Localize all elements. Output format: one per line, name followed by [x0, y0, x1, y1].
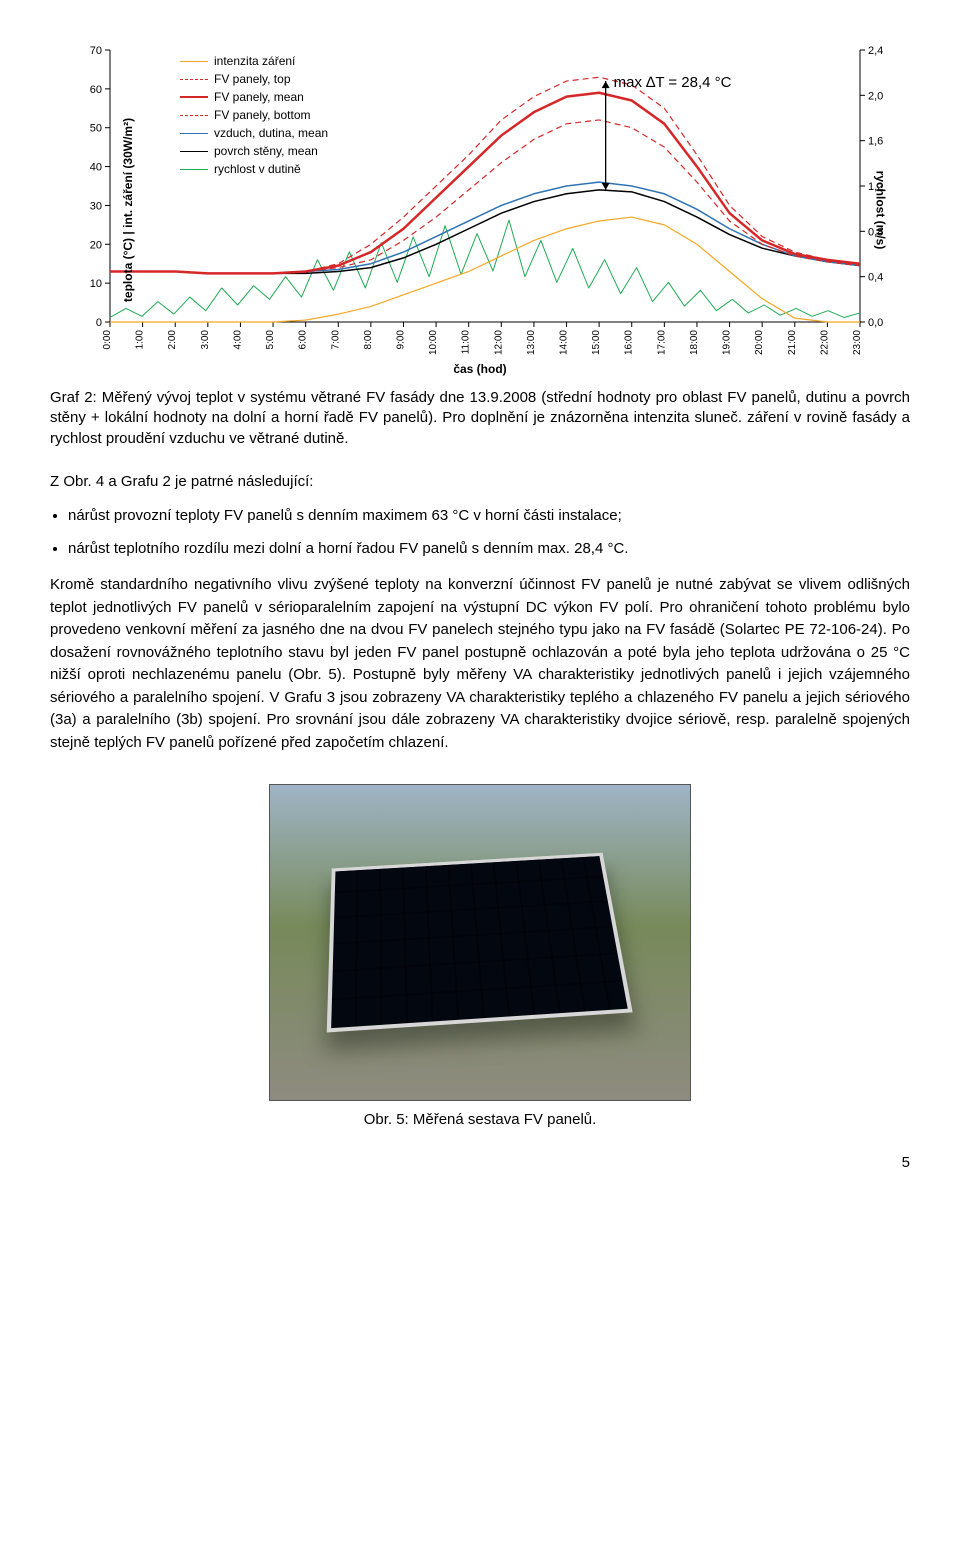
svg-text:9:00: 9:00	[395, 330, 406, 350]
svg-text:0,0: 0,0	[868, 317, 883, 329]
svg-text:70: 70	[90, 45, 102, 57]
svg-text:16:00: 16:00	[624, 330, 635, 355]
legend-label: vzduch, dutina, mean	[214, 124, 328, 142]
solar-panel-icon	[327, 853, 633, 1033]
svg-text:11:00: 11:00	[461, 330, 472, 355]
svg-text:40: 40	[90, 162, 102, 174]
svg-text:0,4: 0,4	[868, 272, 883, 284]
legend-item: vzduch, dutina, mean	[180, 124, 328, 142]
svg-text:10: 10	[90, 278, 102, 290]
legend-swatch	[180, 133, 208, 134]
svg-text:60: 60	[90, 84, 102, 96]
legend-item: FV panely, bottom	[180, 106, 328, 124]
svg-text:2:00: 2:00	[167, 330, 178, 350]
svg-text:22:00: 22:00	[819, 330, 830, 355]
svg-text:14:00: 14:00	[559, 330, 570, 355]
y-axis-left-label: teplota (°C) | int. záření (30W/m²)	[121, 118, 135, 302]
svg-text:23:00: 23:00	[852, 330, 863, 355]
list-item: nárůst teplotního rozdílu mezi dolní a h…	[68, 538, 910, 561]
legend-item: FV panely, mean	[180, 88, 328, 106]
svg-text:17:00: 17:00	[656, 330, 667, 355]
legend-item: povrch stěny, mean	[180, 142, 328, 160]
legend-item: intenzita záření	[180, 52, 328, 70]
svg-text:6:00: 6:00	[298, 330, 309, 350]
legend-item: FV panely, top	[180, 70, 328, 88]
svg-text:20:00: 20:00	[754, 330, 765, 355]
bullet-list: nárůst provozní teploty FV panelů s denn…	[68, 505, 910, 560]
legend-label: rychlost v dutině	[214, 160, 301, 178]
chart-canvas: 0102030405060700,00,40,81,21,62,02,40:00…	[50, 40, 910, 380]
y-axis-right-label: rychlost (m/s)	[874, 171, 888, 250]
legend-item: rychlost v dutině	[180, 160, 328, 178]
svg-text:4:00: 4:00	[232, 330, 243, 350]
svg-text:0: 0	[96, 317, 102, 329]
legend-label: intenzita záření	[214, 52, 295, 70]
figure-5: Obr. 5: Měřená sestava FV panelů.	[50, 784, 910, 1128]
svg-text:12:00: 12:00	[493, 330, 504, 355]
list-item: nárůst provozní teploty FV panelů s denn…	[68, 505, 910, 528]
svg-text:21:00: 21:00	[787, 330, 798, 355]
svg-text:13:00: 13:00	[526, 330, 537, 355]
svg-text:30: 30	[90, 200, 102, 212]
svg-text:10:00: 10:00	[428, 330, 439, 355]
legend-swatch	[180, 61, 208, 62]
figure-5-caption: Obr. 5: Měřená sestava FV panelů.	[50, 1111, 910, 1128]
svg-text:2,4: 2,4	[868, 45, 883, 57]
legend-label: FV panely, top	[214, 70, 291, 88]
legend-label: povrch stěny, mean	[214, 142, 318, 160]
graf2-caption: Graf 2: Měřený vývoj teplot v systému vě…	[50, 388, 910, 449]
pv-panels-photo	[269, 784, 691, 1101]
svg-text:0:00: 0:00	[102, 330, 113, 350]
svg-text:8:00: 8:00	[363, 330, 374, 350]
chart-legend: intenzita zářeníFV panely, topFV panely,…	[180, 52, 328, 178]
svg-text:19:00: 19:00	[722, 330, 733, 355]
legend-label: FV panely, mean	[214, 88, 304, 106]
legend-label: FV panely, bottom	[214, 106, 311, 124]
svg-text:5:00: 5:00	[265, 330, 276, 350]
svg-text:20: 20	[90, 239, 102, 251]
legend-swatch	[180, 79, 208, 80]
svg-text:2,0: 2,0	[868, 90, 883, 102]
legend-swatch	[180, 115, 208, 116]
svg-text:18:00: 18:00	[689, 330, 700, 355]
svg-text:1:00: 1:00	[135, 330, 146, 350]
legend-swatch	[180, 96, 208, 98]
legend-swatch	[180, 169, 208, 170]
svg-text:1,6: 1,6	[868, 136, 883, 148]
svg-text:50: 50	[90, 123, 102, 135]
svg-text:3:00: 3:00	[200, 330, 211, 350]
legend-swatch	[180, 151, 208, 152]
x-axis-label: čas (hod)	[453, 362, 506, 376]
svg-text:7:00: 7:00	[330, 330, 341, 350]
chart-graf2: teplota (°C) | int. záření (30W/m²) rych…	[50, 40, 910, 380]
page-number: 5	[50, 1154, 910, 1171]
svg-text:15:00: 15:00	[591, 330, 602, 355]
main-paragraph: Kromě standardního negativního vlivu zvý…	[50, 574, 910, 754]
intro-line: Z Obr. 4 a Grafu 2 je patrné následující…	[50, 471, 910, 494]
svg-text:max ∆T = 28,4 °C: max ∆T = 28,4 °C	[614, 74, 732, 91]
